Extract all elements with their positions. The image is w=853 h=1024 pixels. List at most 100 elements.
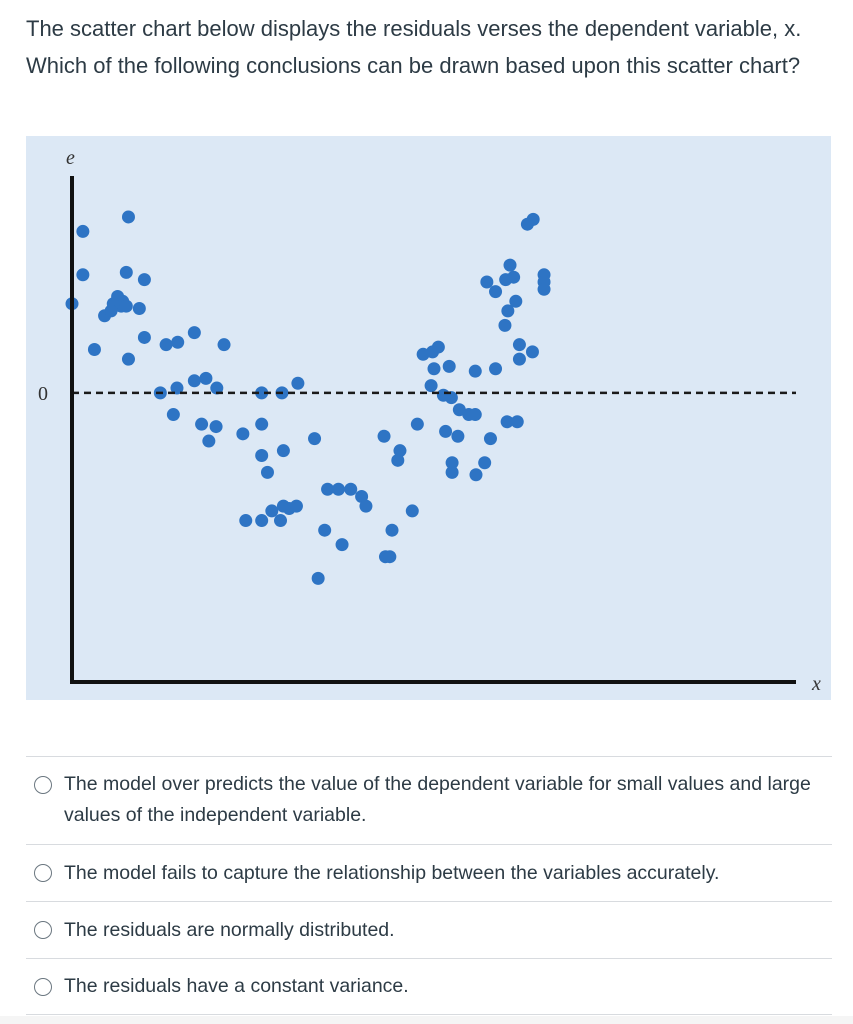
scatter-point-83 <box>478 456 492 470</box>
scatter-point-39 <box>308 432 322 446</box>
scatter-point-6 <box>137 273 151 287</box>
scatter-point-4 <box>121 210 135 224</box>
scatter-point-1 <box>76 224 90 238</box>
scatter-point-71 <box>444 391 458 405</box>
scatter-point-42 <box>265 504 279 518</box>
scatter-point-51 <box>359 499 373 513</box>
scatter-point-21 <box>217 338 231 352</box>
scatter-point-61 <box>393 444 407 458</box>
scatter-point-68 <box>468 364 482 378</box>
answer-label-4: The residuals have a constant variance. <box>64 975 409 997</box>
scatter-point-76 <box>451 429 465 443</box>
scatter-point-36 <box>255 386 269 400</box>
x-axis-label: x <box>811 673 821 695</box>
scatter-point-44 <box>274 514 288 528</box>
points-layer <box>65 210 551 585</box>
scatter-point-67 <box>427 362 441 376</box>
answer-label-3: The residuals are normally distributed. <box>64 918 395 941</box>
scatter-point-85 <box>489 285 503 299</box>
scatter-point-80 <box>445 456 459 470</box>
scatter-point-26 <box>210 381 224 395</box>
scatter-point-69 <box>424 379 438 393</box>
scatter-point-97 <box>520 217 534 231</box>
scatter-plot-svg: e x 0 <box>26 136 831 700</box>
scatter-point-77 <box>483 432 497 446</box>
scatter-point-15 <box>87 342 101 356</box>
y-tick-label-zero: 0 <box>38 383 48 405</box>
scatter-point-31 <box>236 427 250 441</box>
scatter-point-30 <box>202 434 216 448</box>
scatter-point-74 <box>468 408 482 422</box>
scatter-point-29 <box>209 420 223 434</box>
scatter-point-28 <box>195 417 209 431</box>
radio-button-option-1[interactable] <box>34 776 52 794</box>
plot-background <box>26 136 831 700</box>
scatter-point-52 <box>318 523 332 537</box>
scatter-point-32 <box>255 417 269 431</box>
answer-options: The model over predicts the value of the… <box>26 756 832 1015</box>
scatter-point-81 <box>445 465 459 479</box>
scatter-point-16 <box>121 352 135 366</box>
scatter-point-53 <box>335 538 349 552</box>
scatter-point-47 <box>321 482 335 496</box>
scatter-point-99 <box>525 345 539 359</box>
scatter-point-33 <box>255 449 269 463</box>
scatter-point-2 <box>76 268 90 282</box>
scatter-point-46 <box>289 499 303 513</box>
scatter-point-38 <box>291 376 305 390</box>
scatter-point-58 <box>405 504 419 518</box>
scatter-point-20 <box>187 326 201 340</box>
radio-button-option-4[interactable] <box>34 977 52 996</box>
scatter-point-35 <box>276 444 290 458</box>
scatter-point-65 <box>431 340 445 354</box>
scatter-point-17 <box>137 330 151 344</box>
scatter-point-5 <box>119 265 133 279</box>
page-bottom-strip <box>0 1016 853 1024</box>
scatter-point-14 <box>104 304 118 318</box>
scatter-point-92 <box>512 338 526 352</box>
scatter-point-54 <box>311 571 325 585</box>
scatter-point-62 <box>410 417 424 431</box>
scatter-point-23 <box>170 381 184 395</box>
scatter-point-88 <box>507 270 521 284</box>
scatter-point-34 <box>260 465 274 479</box>
scatter-point-12 <box>132 302 146 316</box>
scatter-point-11 <box>119 299 133 313</box>
residual-scatter-chart: e x 0 <box>26 136 831 700</box>
scatter-point-19 <box>171 335 185 349</box>
answer-option-1[interactable]: The model over predicts the value of the… <box>26 756 832 844</box>
scatter-point-59 <box>377 429 391 443</box>
scatter-point-89 <box>501 304 515 318</box>
scatter-point-78 <box>500 415 514 429</box>
scatter-point-48 <box>331 482 345 496</box>
scatter-point-40 <box>239 514 253 528</box>
scatter-point-49 <box>344 482 358 496</box>
scatter-point-100 <box>489 362 503 376</box>
scatter-point-41 <box>255 514 269 528</box>
answer-option-4[interactable]: The residuals have a constant variance. <box>26 958 832 1015</box>
scatter-point-18 <box>159 338 173 352</box>
answer-label-2: The model fails to capture the relations… <box>64 861 720 884</box>
scatter-point-82 <box>469 468 483 482</box>
scatter-point-98 <box>512 352 526 366</box>
scatter-point-56 <box>383 550 397 564</box>
scatter-point-90 <box>509 294 523 308</box>
scatter-point-24 <box>187 374 201 388</box>
scatter-point-75 <box>439 424 453 438</box>
y-axis-label: e <box>66 147 75 169</box>
radio-button-option-3[interactable] <box>34 921 52 939</box>
scatter-point-95 <box>537 282 551 296</box>
radio-button-option-2[interactable] <box>34 864 52 882</box>
question-text: The scatter chart below displays the res… <box>26 16 802 78</box>
scatter-point-79 <box>510 415 524 429</box>
scatter-point-87 <box>503 258 517 272</box>
scatter-point-84 <box>480 275 494 289</box>
answer-option-2[interactable]: The model fails to capture the relations… <box>26 844 832 901</box>
scatter-point-66 <box>442 359 456 373</box>
answer-label-1: The model over predicts the value of the… <box>64 773 811 826</box>
scatter-point-91 <box>498 318 512 332</box>
scatter-point-25 <box>199 371 213 385</box>
scatter-point-57 <box>385 523 399 537</box>
scatter-point-27 <box>166 408 180 422</box>
answer-option-3[interactable]: The residuals are normally distributed. <box>26 901 832 958</box>
